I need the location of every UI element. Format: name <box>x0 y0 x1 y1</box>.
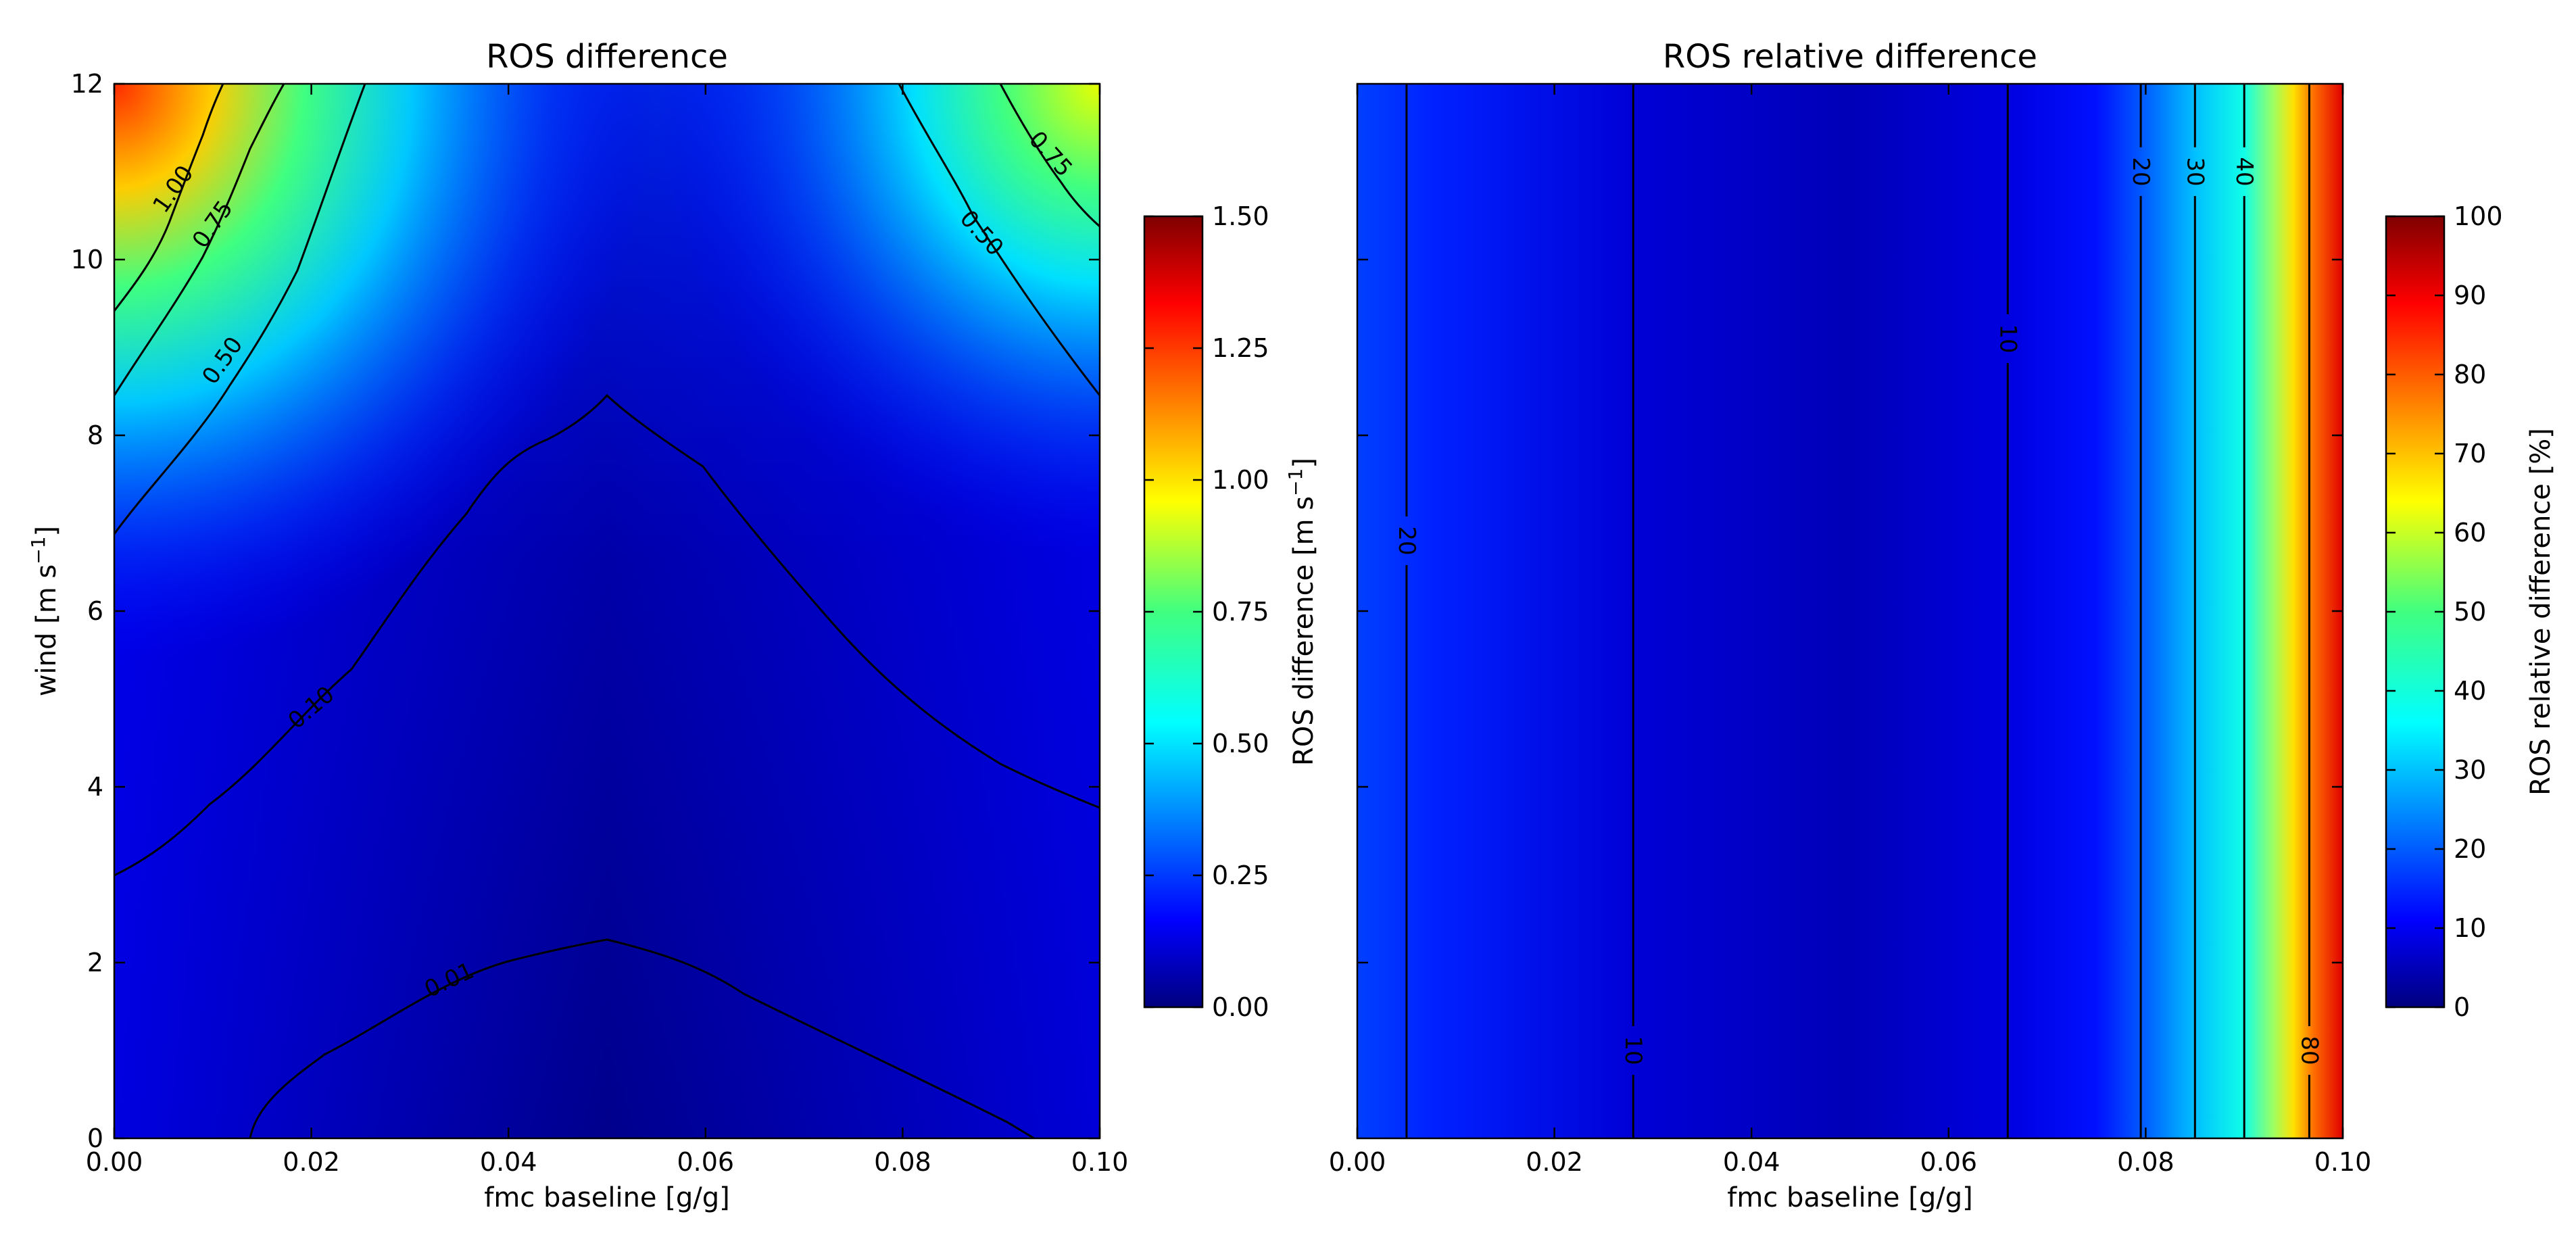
left-y-axis-label: wind [m s−1] <box>27 526 62 696</box>
right-colorbar: 0 10 20 30 40 50 60 70 80 90 100 ROS relative diff… <box>2385 201 2556 1022</box>
contour-label: 20 <box>2127 157 2154 186</box>
colorbar-tick-label: 0.50 <box>1212 729 1269 758</box>
contour-line-0.75-right <box>999 83 1100 228</box>
contour-label: 80 <box>2295 1036 2323 1065</box>
x-tick-label: 0.10 <box>1071 1147 1129 1177</box>
y-tick-label: 12 <box>71 69 103 99</box>
y-tick-label: 6 <box>87 596 103 626</box>
contour-line-0.01 <box>249 938 1035 1140</box>
x-tick-label: 0.02 <box>283 1147 340 1177</box>
left-x-axis-label: fmc baseline [g/g] <box>484 1182 729 1213</box>
y-tick-label: 8 <box>87 420 103 450</box>
right-chart-title: ROS relative difference <box>1663 38 2037 76</box>
colorbar-tick-label: 30 <box>2454 755 2486 785</box>
left-colorbar-ticks: 0.00 0.25 0.50 0.75 1.00 1.25 1.50 <box>1144 201 1269 1022</box>
y-tick-label: 10 <box>71 245 103 274</box>
colorbar-tick-label: 0 <box>2454 992 2470 1022</box>
x-tick-label: 0.08 <box>2117 1147 2174 1177</box>
colorbar-tick-label: 70 <box>2454 439 2486 468</box>
left-y-axis-ticks: 0 2 4 6 8 10 12 <box>71 69 1100 1153</box>
y-tick-label: 2 <box>87 948 103 977</box>
colorbar-tick-label: 0.25 <box>1212 861 1269 890</box>
colorbar-tick-label: 1.00 <box>1212 465 1269 495</box>
colorbar-tick-label: 10 <box>2454 913 2486 943</box>
left-colorbar: 0.00 0.25 0.50 0.75 1.00 1.25 1.50 ROS differe… <box>1143 201 1319 1022</box>
colorbar-tick-label: 100 <box>2454 201 2503 231</box>
colorbar-tick-label: 20 <box>2454 834 2486 864</box>
contour-line-0.10 <box>114 393 1100 877</box>
x-tick-label: 0.10 <box>2314 1147 2372 1177</box>
right-x-axis-ticks: 0.00 0.02 0.04 0.06 0.08 0.10 <box>1329 84 2372 1177</box>
contour-label: 20 <box>1393 526 1420 555</box>
right-colorbar-ticks: 0 10 20 30 40 50 60 70 80 90 100 <box>2386 201 2503 1022</box>
contour-label: 10 <box>1994 324 2021 353</box>
right-heatmap <box>1357 84 2343 1138</box>
colorbar-tick-label: 80 <box>2454 360 2486 389</box>
x-tick-label: 0.04 <box>480 1147 537 1177</box>
contour-line-0.75-left <box>113 83 285 396</box>
left-x-axis-ticks: 0.00 0.02 0.04 0.06 0.08 0.10 <box>86 84 1129 1177</box>
ros-relative-difference-panel: ROS relative difference 20 10 10 20 30 40 80 0… <box>1329 38 2556 1213</box>
right-x-axis-label: fmc baseline [g/g] <box>1727 1182 1972 1213</box>
ros-difference-panel: ROS difference 1.000.750.500.100.010.750… <box>27 38 1319 1213</box>
contour-line-0.50-left <box>113 83 366 535</box>
right-colorbar-label: ROS relative difference [%] <box>2525 428 2556 796</box>
colorbar-tick-label: 50 <box>2454 597 2486 627</box>
x-tick-label: 0.08 <box>874 1147 931 1177</box>
left-contour-lines <box>113 83 1101 1140</box>
x-tick-label: 0.06 <box>677 1147 734 1177</box>
left-heatmap <box>114 84 1100 1138</box>
contour-label: 10 <box>1620 1036 1647 1065</box>
right-contour-lines: 20 10 10 20 30 40 80 <box>1393 84 2323 1138</box>
x-tick-label: 0.04 <box>1723 1147 1780 1177</box>
colorbar-tick-label: 90 <box>2454 281 2486 310</box>
colorbar-tick-label: 1.50 <box>1212 201 1269 231</box>
y-tick-label: 0 <box>87 1123 103 1153</box>
colorbar-tick-label: 40 <box>2454 676 2486 706</box>
x-tick-label: 0.00 <box>86 1147 143 1177</box>
left-colorbar-label: ROS difference [m s−1] <box>1284 458 1319 766</box>
right-colorbar-gradient <box>2385 215 2446 1009</box>
contour-line-1.00-left <box>113 83 224 312</box>
colorbar-tick-label: 0.00 <box>1212 992 1269 1022</box>
colorbar-tick-label: 0.75 <box>1212 597 1269 627</box>
colorbar-tick-label: 1.25 <box>1212 333 1269 363</box>
right-y-axis-ticks <box>1357 258 2343 964</box>
x-tick-label: 0.02 <box>1526 1147 1583 1177</box>
left-chart-title: ROS difference <box>486 38 728 76</box>
contour-label: 30 <box>2181 157 2208 186</box>
left-colorbar-gradient <box>1143 215 1204 1009</box>
x-tick-label: 0.06 <box>1920 1147 1977 1177</box>
colorbar-tick-label: 60 <box>2454 518 2486 548</box>
contour-line-0.50-right <box>898 83 1101 396</box>
contour-label: 40 <box>2231 157 2258 186</box>
y-tick-label: 4 <box>87 772 103 802</box>
x-tick-label: 0.00 <box>1329 1147 1386 1177</box>
